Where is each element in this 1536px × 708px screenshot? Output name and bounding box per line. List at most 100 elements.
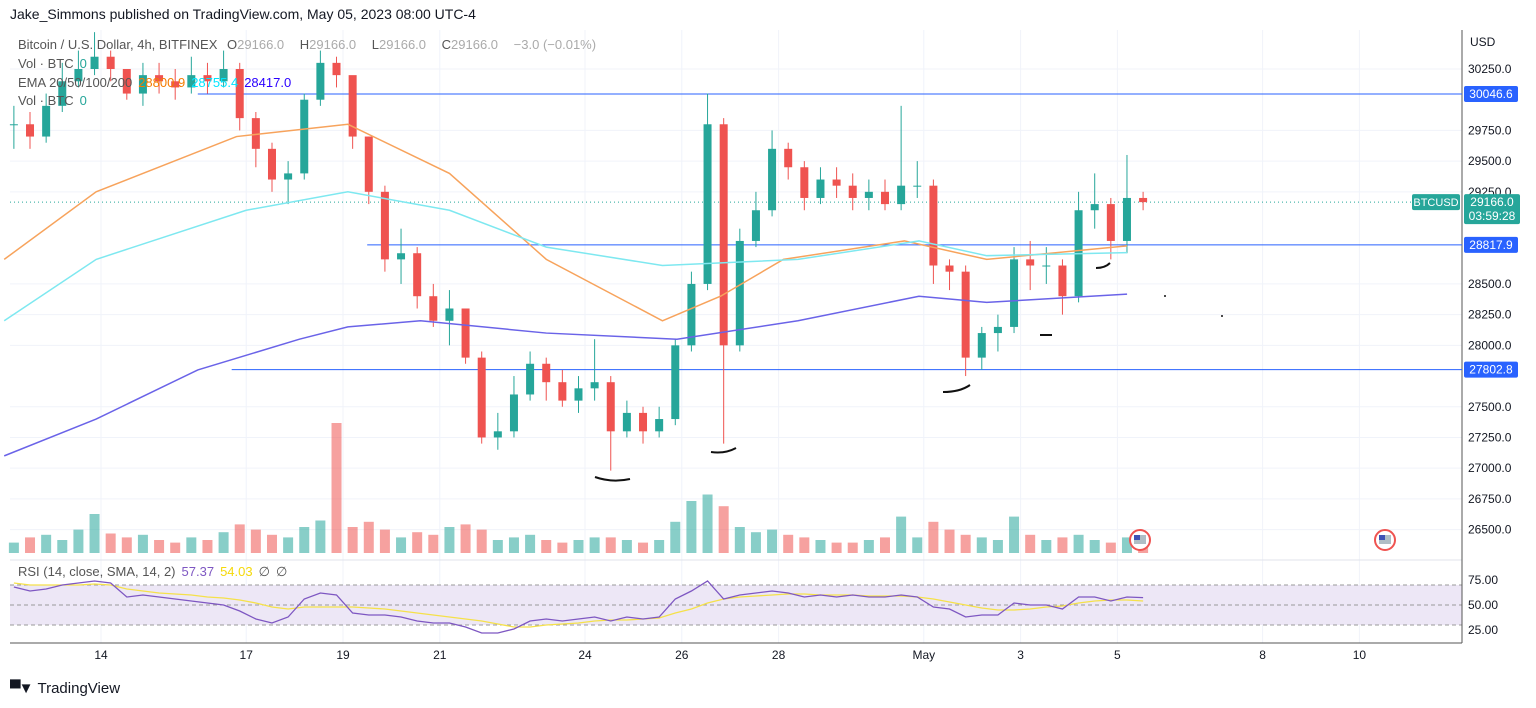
volume-bar xyxy=(25,537,36,553)
volume-bar xyxy=(137,534,148,553)
rsi-axis-tick: 75.00 xyxy=(1468,573,1498,587)
volume-bar xyxy=(896,516,907,553)
candle-body xyxy=(558,382,567,401)
candle-body xyxy=(74,69,83,82)
level-price-text: 28817.9 xyxy=(1469,238,1513,252)
candle-body xyxy=(671,345,680,420)
volume-bar xyxy=(750,532,761,553)
us-flag-icon[interactable] xyxy=(1129,529,1151,551)
volume-bar xyxy=(1073,534,1084,553)
candle-body xyxy=(1122,197,1131,241)
volume-bar xyxy=(960,534,971,553)
tradingview-logo[interactable]: ▀▼ TradingView xyxy=(10,680,121,697)
volume-bar xyxy=(815,540,826,553)
candle-body xyxy=(574,388,583,401)
candle-body xyxy=(348,75,357,137)
candle-body xyxy=(235,69,244,119)
candle-body xyxy=(703,124,712,284)
last-price-label xyxy=(1464,194,1520,225)
price-axis-tick: 26500.0 xyxy=(1468,523,1512,537)
candle-body xyxy=(316,62,325,100)
time-axis-tick: 8 xyxy=(1259,648,1266,662)
candle-body xyxy=(719,124,728,346)
us-flag-icon[interactable] xyxy=(1374,529,1396,551)
candle-body xyxy=(203,75,212,82)
candle-body xyxy=(590,382,599,389)
volume-bar xyxy=(573,540,584,553)
ohlc-open: O29166.0 xyxy=(227,37,285,52)
volume-bar xyxy=(557,542,568,553)
volume-bar xyxy=(1025,534,1036,553)
candle-body xyxy=(542,363,551,383)
candle-body xyxy=(897,185,906,205)
volume-bar xyxy=(1057,537,1068,553)
volume-bar xyxy=(315,520,326,553)
annotation-stroke xyxy=(710,447,737,454)
price-axis-tick: 28500.0 xyxy=(1468,277,1512,291)
candle-body xyxy=(655,419,664,432)
candle-body xyxy=(284,173,293,180)
candle-body xyxy=(251,118,260,149)
price-axis-tick: 28250.0 xyxy=(1468,308,1512,322)
volume-bar xyxy=(670,521,681,553)
rsi-axis-tick: 25.00 xyxy=(1468,623,1498,637)
volume-bar xyxy=(234,524,245,553)
candle-body xyxy=(913,185,922,187)
volume-bar xyxy=(928,521,939,553)
time-axis-tick: 17 xyxy=(240,648,254,662)
candle-body xyxy=(768,148,777,211)
volume-bar xyxy=(250,529,261,553)
volume-bar xyxy=(1009,516,1020,553)
time-axis-tick: 24 xyxy=(578,648,592,662)
candle-body xyxy=(509,394,518,432)
bar-countdown: 03:59:28 xyxy=(1469,209,1516,223)
price-axis-tick: 30250.0 xyxy=(1468,62,1512,76)
candle-body xyxy=(445,308,454,321)
level-price-label xyxy=(1464,236,1518,253)
candle-body xyxy=(526,363,535,395)
volume-bar xyxy=(589,537,600,553)
volume-bar xyxy=(476,529,487,553)
volume-bar xyxy=(266,534,277,553)
volume-bar xyxy=(57,540,68,553)
candle-body xyxy=(622,412,631,432)
candle-body xyxy=(929,185,938,266)
level-price-label xyxy=(1464,85,1518,102)
rsi-legend: RSI (14, close, SMA, 14, 2) 57.37 54.03 ∅ ∅ xyxy=(18,564,288,579)
candle-body xyxy=(42,105,51,137)
tv-logo-icon: ▀▼ xyxy=(10,680,34,697)
price-axis-tick: 27000.0 xyxy=(1468,461,1512,475)
candle-body xyxy=(606,382,615,432)
candle-body xyxy=(461,308,470,358)
candle-body xyxy=(122,69,131,94)
volume-bar xyxy=(186,537,197,553)
price-axis-tick: 29750.0 xyxy=(1468,123,1512,137)
symbol-name[interactable]: Bitcoin / U.S. Dollar, 4h, BITFINEX xyxy=(18,37,218,52)
time-axis-tick: 19 xyxy=(336,648,350,662)
volume-bar xyxy=(767,529,778,553)
price-axis-tick: 26750.0 xyxy=(1468,492,1512,506)
candle-body xyxy=(90,56,99,69)
volume-bar xyxy=(912,537,923,553)
volume-bar xyxy=(508,537,519,553)
volume-bar xyxy=(299,527,310,553)
volume-bar xyxy=(718,506,729,553)
time-axis-tick: 28 xyxy=(772,648,786,662)
candle-body xyxy=(26,124,35,137)
candle-body xyxy=(413,253,422,297)
candle-body xyxy=(9,124,18,126)
time-axis-tick: 14 xyxy=(94,648,108,662)
time-axis-tick: 3 xyxy=(1017,648,1024,662)
volume-bar xyxy=(525,534,536,553)
time-axis-tick: 10 xyxy=(1353,648,1367,662)
volume-bar xyxy=(444,527,455,553)
price-axis-tick: 28000.0 xyxy=(1468,338,1512,352)
time-axis-tick: May xyxy=(912,648,935,662)
candle-body xyxy=(1139,197,1148,203)
volume-bar xyxy=(831,542,842,553)
price-axis-tick: 27500.0 xyxy=(1468,400,1512,414)
candle-body xyxy=(155,75,164,82)
flag-canton xyxy=(1134,535,1140,540)
ema-line xyxy=(3,123,1128,322)
